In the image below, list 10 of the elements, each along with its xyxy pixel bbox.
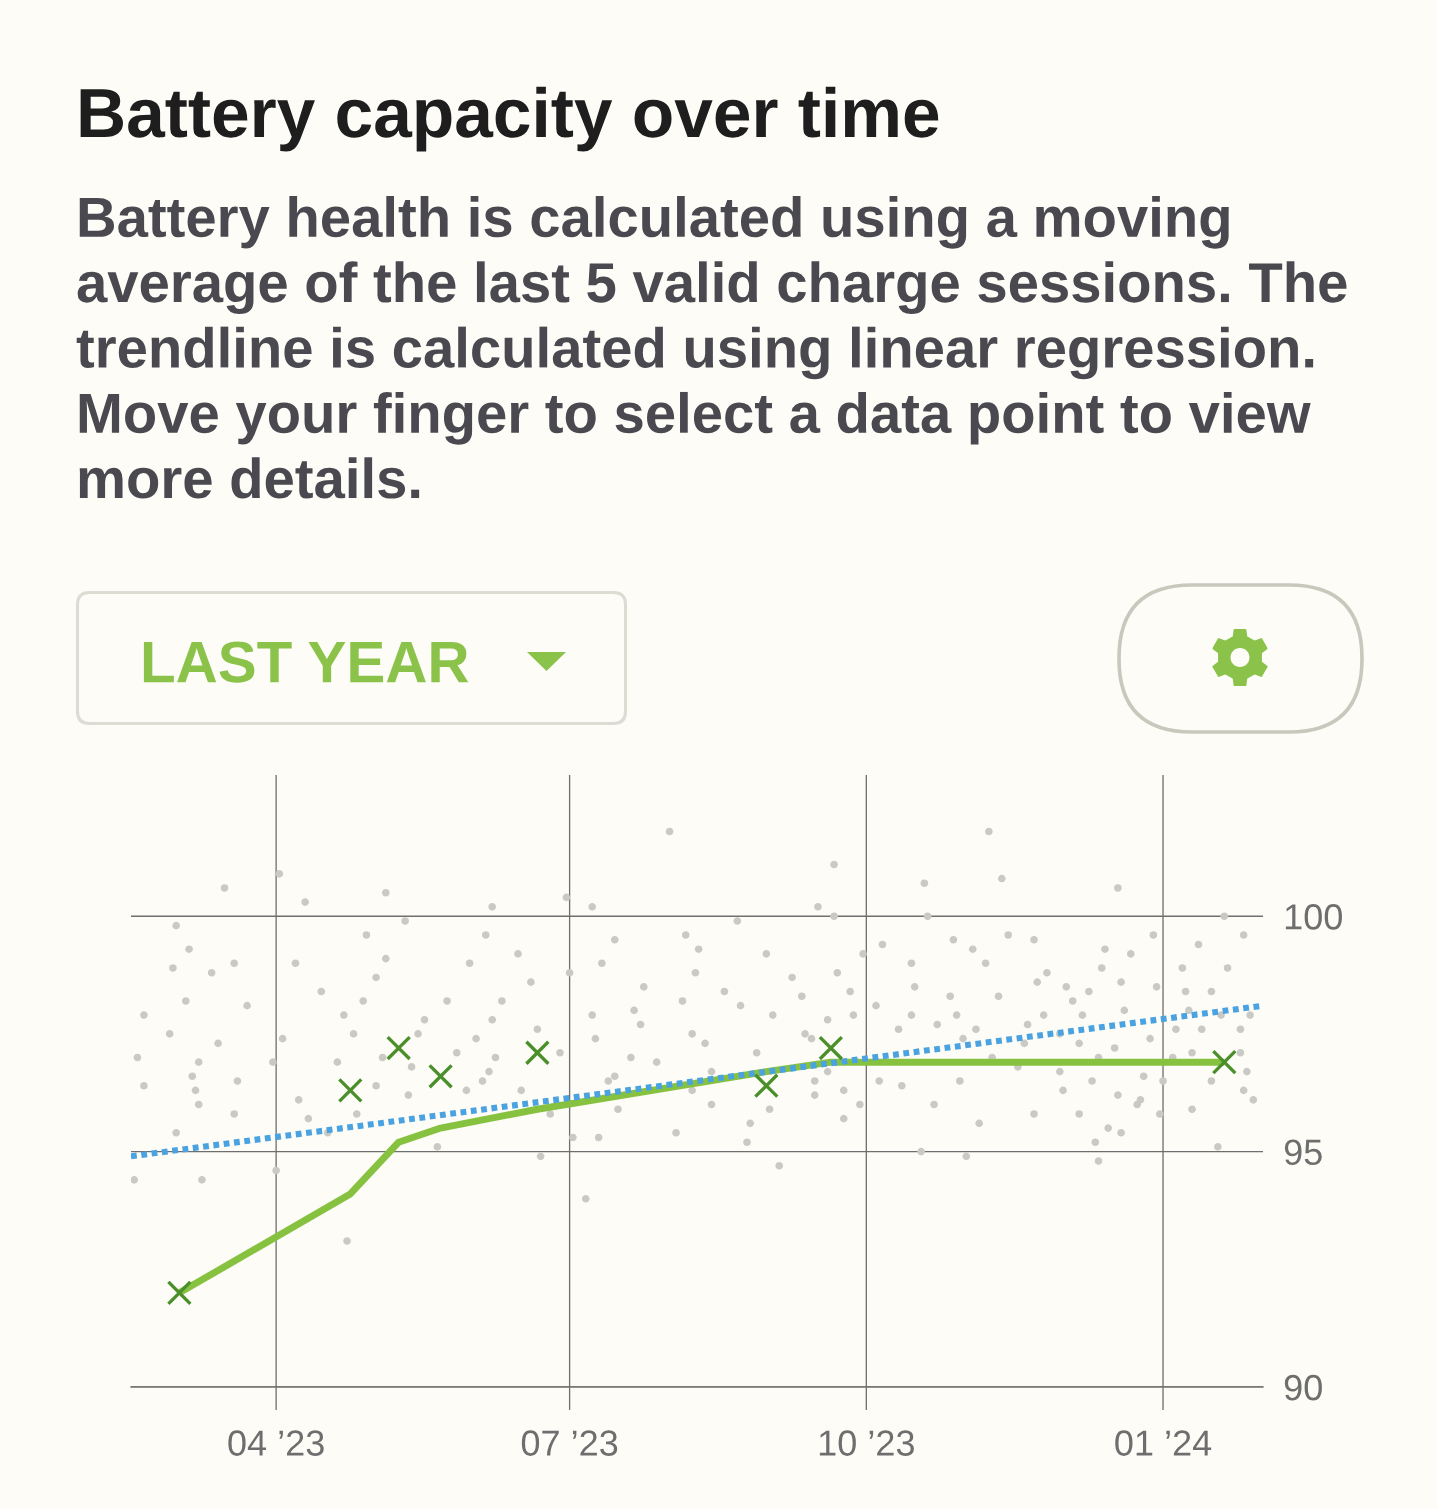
y-tick-label: 100 bbox=[1285, 904, 1342, 930]
x-tick-label: 07 ’23 bbox=[521, 1430, 618, 1456]
x-tick-label: 04 ’23 bbox=[228, 1430, 324, 1456]
y-tick-label: 95 bbox=[1284, 1139, 1322, 1166]
text: LAST YEAR bbox=[143, 641, 469, 683]
chart-subtitle: Battery health is calculated using a moving average of the last 5 valid charge sessions. The trendline is calculated using linear regression. Move your finger to select a data point to view more details. bbox=[76, 196, 1347, 499]
chart-title: Battery capacity over time bbox=[80, 86, 939, 152]
x-tick-label: 10 ’23 bbox=[819, 1430, 914, 1456]
y-tick-label: 90 bbox=[1284, 1374, 1322, 1401]
x-tick-label: 01 ’24 bbox=[1115, 1430, 1212, 1456]
